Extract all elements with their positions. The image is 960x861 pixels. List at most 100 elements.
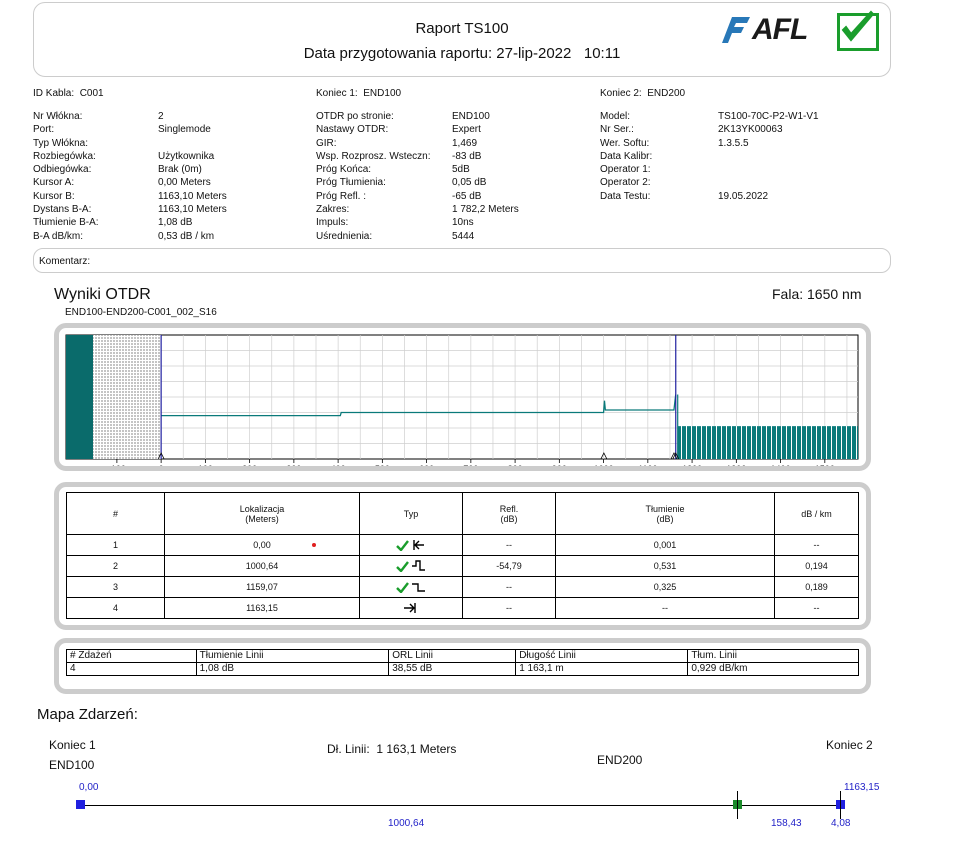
col2-label: Próg Końca: xyxy=(316,164,372,176)
event-reflectance: -- xyxy=(462,534,556,556)
summary-header-loss: Tłumienie Linii xyxy=(195,649,390,663)
event-location: 1000,64 xyxy=(164,555,360,577)
map-end2-label: Koniec 2 xyxy=(826,738,873,752)
x-tick-label: 800 xyxy=(508,464,523,466)
summary-header-length: Długość Linii xyxy=(515,649,689,663)
col3-value: 19.05.2022 xyxy=(718,190,769,202)
x-tick-label: 500 xyxy=(375,464,390,466)
reflective-event-icon xyxy=(411,560,425,571)
wavelength: Fala: 1650 nm xyxy=(772,286,862,302)
x-tick-label: 1200 xyxy=(682,464,702,466)
event-marker xyxy=(670,452,678,460)
col1-value: 0,00 Meters xyxy=(158,177,211,189)
x-tick-label: 900 xyxy=(552,464,567,466)
col-number: # xyxy=(66,492,165,535)
col1-label: Nr Włókna: xyxy=(33,111,83,122)
summary-length: 1 163,1 m xyxy=(515,662,689,676)
map-start-value: 0,00 xyxy=(79,782,99,793)
col3-value: 2K13YK00063 xyxy=(718,124,783,136)
col-reflectance: Refl. (dB) xyxy=(462,492,556,535)
end1-info: Koniec 1: END100 xyxy=(316,88,402,99)
event-db-km: -- xyxy=(774,534,859,556)
col3-label: Operator 1: xyxy=(600,164,651,176)
event-marker xyxy=(157,452,165,460)
comment-box: Komentarz: xyxy=(33,248,891,273)
end2-info: Koniec 2: END200 xyxy=(600,88,686,99)
event-loss: 0,325 xyxy=(555,576,775,598)
events-table: # Lokalizacja (Meters) Typ Refl. (dB) Tłum… xyxy=(66,492,859,619)
col1-value: 1163,10 Meters xyxy=(158,190,227,202)
map-segment-length: 158,43 xyxy=(771,818,802,829)
event-type xyxy=(359,534,463,556)
x-tick-label: 1500 xyxy=(815,464,835,466)
col1-value: 1163,10 Meters xyxy=(158,204,227,216)
otdr-chart-panel: -100 0 100 200 300 400 500 600 700 800 900 1000 1100… xyxy=(54,323,871,471)
col1-value xyxy=(158,137,227,150)
otdr-trace xyxy=(161,394,677,417)
col3-label: Operator 2: xyxy=(600,177,651,189)
x-tick-label: 100 xyxy=(198,464,213,466)
col3-value xyxy=(718,176,819,189)
event-number: 1 xyxy=(66,534,165,556)
event-type xyxy=(359,597,463,619)
event-type xyxy=(359,555,463,577)
otdr-title: Wyniki OTDR xyxy=(54,286,151,303)
event-loss: 0,531 xyxy=(555,555,775,577)
event-db-km: -- xyxy=(774,597,859,619)
comment-label: Komentarz: xyxy=(39,256,91,267)
end-icon xyxy=(404,603,416,613)
otdr-chart: -100 0 100 200 300 400 500 600 700 800 900 1000 1100… xyxy=(65,334,859,466)
map-line xyxy=(80,805,842,806)
col1-value: Brak (0m) xyxy=(158,164,202,176)
col-location: Lokalizacja (Meters) xyxy=(164,492,360,535)
cable-id: ID Kabla: C001 xyxy=(33,88,104,99)
col1-label: B-A dB/km: xyxy=(33,230,84,242)
col3-value: 1.3.5.5 xyxy=(718,137,749,149)
event-location: 1159,07 xyxy=(164,576,360,598)
map-event-tick xyxy=(737,791,738,819)
col2-value: 5444 xyxy=(452,230,475,242)
col2-label: OTDR po stronie: xyxy=(316,111,394,122)
col1-label: Typ Włókna: xyxy=(33,137,89,149)
map-end1: END100 xyxy=(49,758,95,772)
launch-cable-region xyxy=(93,335,162,459)
summary-panel: # Zdażeń Tłumienie Linii ORL Linii Długo… xyxy=(54,638,871,694)
event-reflectance: -54,79 xyxy=(462,555,556,577)
fiber-info-values: 2 Singlemode Użytkownika Brak (0m) 0,00 Met… xyxy=(158,110,227,243)
col1-value: 1,08 dB xyxy=(158,217,193,229)
check-icon xyxy=(841,10,875,42)
dead-zone-region xyxy=(66,335,93,459)
afl-logo-text: AFL xyxy=(752,13,808,46)
col3-label: Data Kalibr: xyxy=(600,150,653,162)
table-row: 3 1159,07 -- 0,325 0,189 xyxy=(66,576,859,598)
col2-label: Próg Tłumienia: xyxy=(316,177,386,189)
col1-value: 2 xyxy=(158,111,164,122)
device-info-values: TS100-70C-P2-W1-V1 2K13YK00063 1.3.5.5 19.… xyxy=(718,110,819,203)
map-end2: END200 xyxy=(597,753,643,767)
noise-region xyxy=(677,426,858,459)
col2-value: 5dB xyxy=(452,164,470,176)
event-number: 2 xyxy=(66,555,165,577)
col3-value xyxy=(718,163,819,176)
summary-header-orl: ORL Linii xyxy=(388,649,517,663)
col1-label: Dystans B-A: xyxy=(33,204,92,216)
col1-label: Kursor A: xyxy=(33,177,75,189)
afl-logo-mark-icon xyxy=(722,17,750,43)
x-tick-label: 400 xyxy=(331,464,346,466)
col2-value: 10ns xyxy=(452,217,474,229)
col2-value: Expert xyxy=(452,124,481,136)
event-loss: -- xyxy=(555,597,775,619)
col1-label: Rozbiegówka: xyxy=(33,150,96,162)
map-end-tick xyxy=(840,791,841,819)
marker-dot xyxy=(312,543,316,547)
pass-status-badge xyxy=(837,10,879,51)
event-location: 0,00 xyxy=(164,534,360,556)
x-tick-label: 1000 xyxy=(594,464,614,466)
map-event-location: 1000,64 xyxy=(388,818,425,829)
check-icon xyxy=(396,581,410,594)
col1-value: Singlemode xyxy=(158,124,211,136)
fiber-info-labels: Nr Włókna: Port: Typ Włókna: Rozbiegówka: Od… xyxy=(33,110,99,243)
event-map-title: Mapa Zdarzeń: xyxy=(37,706,138,723)
check-icon xyxy=(396,539,410,552)
x-tick-label: -100 xyxy=(108,464,126,466)
